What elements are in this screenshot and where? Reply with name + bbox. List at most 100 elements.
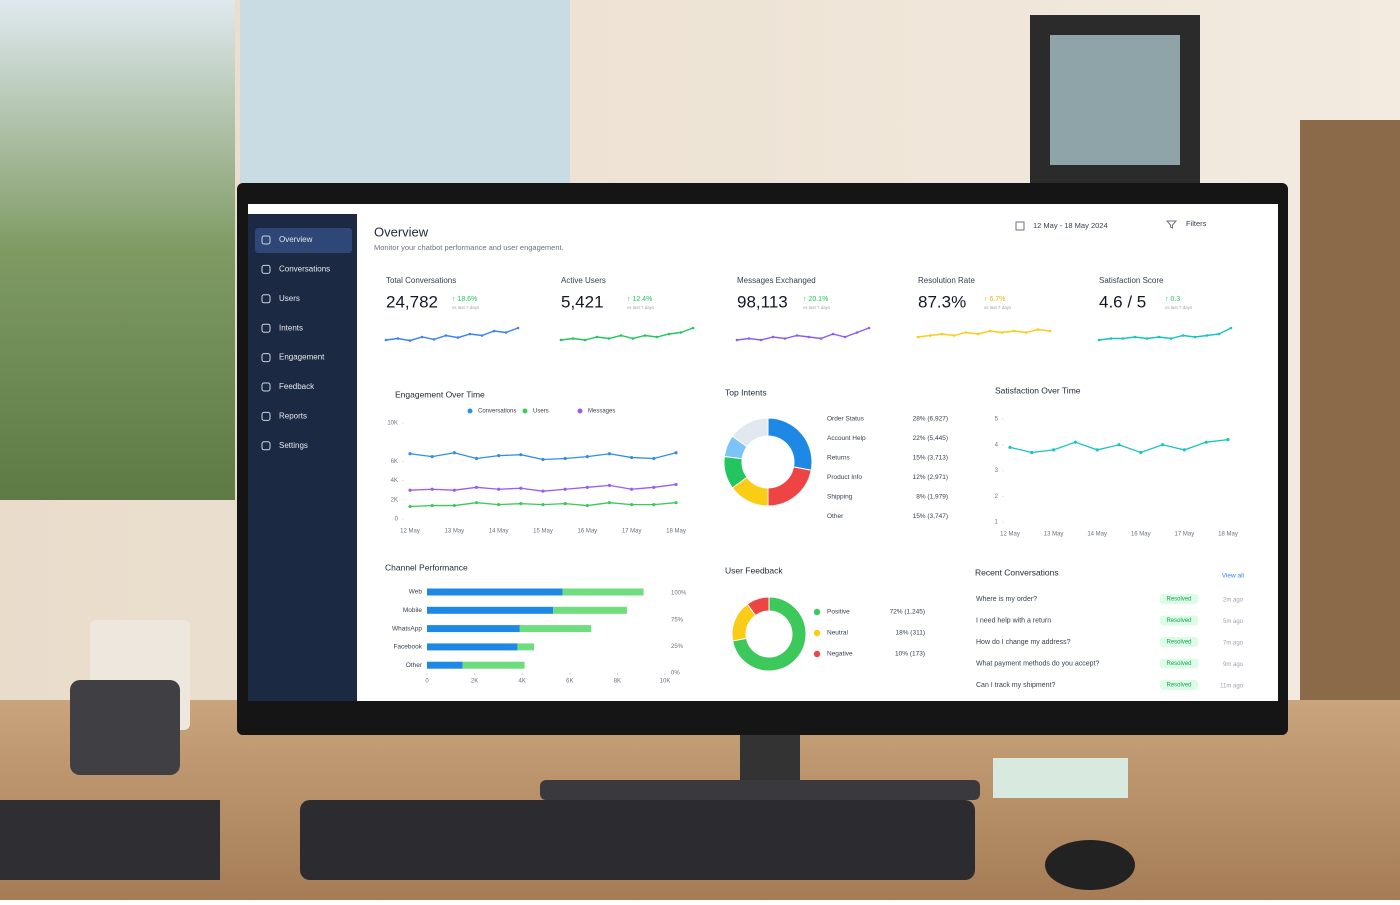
spark-point xyxy=(819,337,823,340)
legend-swatch xyxy=(813,650,821,658)
conversation-text[interactable]: What payment methods do you accept? xyxy=(976,660,1099,667)
point xyxy=(563,456,567,461)
y-tick-label: Web xyxy=(409,589,423,596)
sticky-notes xyxy=(993,758,1128,798)
bar xyxy=(517,643,535,651)
kpi-value: 5,421 xyxy=(561,292,604,311)
painting xyxy=(1050,35,1180,165)
sparkline xyxy=(385,327,519,342)
time: 9m ago xyxy=(1223,662,1244,668)
nav-icon xyxy=(261,235,271,245)
spark-point xyxy=(444,334,448,337)
calendar-icon xyxy=(1015,221,1025,231)
page-title: Overview xyxy=(374,224,429,239)
point xyxy=(452,451,456,455)
point xyxy=(585,455,589,459)
status-pill xyxy=(1160,637,1198,647)
spark-point xyxy=(1133,335,1137,339)
spark-point xyxy=(1048,329,1052,333)
x-tick-label: 12 May xyxy=(400,529,420,535)
kpi-value: 24,782 xyxy=(386,292,438,311)
nav-icon xyxy=(261,353,271,363)
filters[interactable]: Filters xyxy=(1186,219,1207,228)
point xyxy=(652,503,656,507)
spark-point xyxy=(396,337,400,340)
value-label: 18% (311) xyxy=(895,630,925,637)
value-label: 8% (1,979) xyxy=(916,494,948,501)
nav-item[interactable]: Engagement xyxy=(279,353,325,362)
axis-label: 25% xyxy=(671,644,684,650)
notebook xyxy=(0,800,220,880)
spark-point xyxy=(595,335,599,339)
legend-label: Users xyxy=(533,409,549,415)
conversation-text[interactable]: Can I track my shipment? xyxy=(976,682,1055,689)
kpi-change: ↑ 6.7% xyxy=(984,296,1005,303)
spark-point xyxy=(607,337,611,340)
spark-point xyxy=(1024,331,1028,334)
legend-label: Neutral xyxy=(827,630,849,637)
spark-point xyxy=(1036,328,1040,331)
spark-point xyxy=(420,335,424,339)
spark-point xyxy=(843,335,847,339)
sidebar-active[interactable] xyxy=(255,228,352,253)
point xyxy=(1073,440,1077,444)
point xyxy=(541,503,545,507)
x-tick-label: 17 May xyxy=(622,529,642,535)
spark-point xyxy=(655,335,659,339)
x-tick-label: 13 May xyxy=(1044,532,1064,538)
spark-point xyxy=(1097,338,1101,342)
conversation-text[interactable]: I need help with a return xyxy=(976,617,1051,624)
view-all-link[interactable]: View all xyxy=(1222,573,1245,580)
conversation-text[interactable]: Where is my order? xyxy=(976,596,1037,603)
point xyxy=(1008,445,1012,449)
point xyxy=(607,483,612,487)
kpi-note: vs last 7 days xyxy=(984,305,1012,310)
time: 11m ago xyxy=(1220,684,1244,690)
point xyxy=(630,487,634,491)
bar xyxy=(427,625,520,633)
nav-icon xyxy=(261,411,271,421)
nav-item[interactable]: Conversations xyxy=(279,265,330,274)
spark-point xyxy=(976,332,980,336)
point xyxy=(563,487,567,491)
x-tick-label: 14 May xyxy=(489,529,509,535)
kpi-note: vs last 7 days xyxy=(627,305,655,310)
legend-label: Returns xyxy=(827,455,851,462)
kpi-label: Satisfaction Score xyxy=(1099,276,1164,285)
sparkline xyxy=(1098,327,1232,341)
kpi-label: Resolution Rate xyxy=(918,276,975,285)
spark-point xyxy=(583,338,587,342)
point xyxy=(452,503,456,508)
value-label: 12% (2,971) xyxy=(913,474,948,481)
point xyxy=(1182,448,1186,452)
nav-item[interactable]: Intents xyxy=(279,323,303,332)
chart-title: Top Intents xyxy=(725,387,767,397)
nav-item[interactable]: Overview xyxy=(279,235,313,244)
y-tick-label: 4 xyxy=(995,442,999,448)
spark-point xyxy=(468,332,472,336)
spark-point xyxy=(1012,329,1016,333)
spark-point xyxy=(679,331,683,334)
conversation-text[interactable]: How do I change my address? xyxy=(976,639,1071,646)
x-tick-label: 17 May xyxy=(1175,532,1195,538)
y-tick-label: Mobile xyxy=(403,607,423,614)
y-tick-label: 2 xyxy=(995,494,999,500)
kpi-label: Active Users xyxy=(561,276,606,285)
status-pill xyxy=(1160,615,1198,626)
nav-item[interactable]: Feedback xyxy=(279,382,315,391)
point xyxy=(607,452,612,456)
bar xyxy=(562,588,644,596)
kpi-note: vs last 7 days xyxy=(452,305,480,310)
nav-item[interactable]: Users xyxy=(279,294,300,303)
legend-label: Positive xyxy=(827,609,850,616)
nav-item[interactable]: Settings xyxy=(279,441,308,450)
value-label: 15% (3,747) xyxy=(913,513,948,520)
keyboard xyxy=(300,800,975,880)
point xyxy=(497,503,501,507)
spark-point xyxy=(1121,337,1125,340)
nav-item[interactable]: Reports xyxy=(279,412,307,421)
bar xyxy=(553,606,627,614)
bar xyxy=(427,588,563,596)
date-range[interactable]: 12 May - 18 May 2024 xyxy=(1033,221,1108,230)
point xyxy=(674,501,678,505)
